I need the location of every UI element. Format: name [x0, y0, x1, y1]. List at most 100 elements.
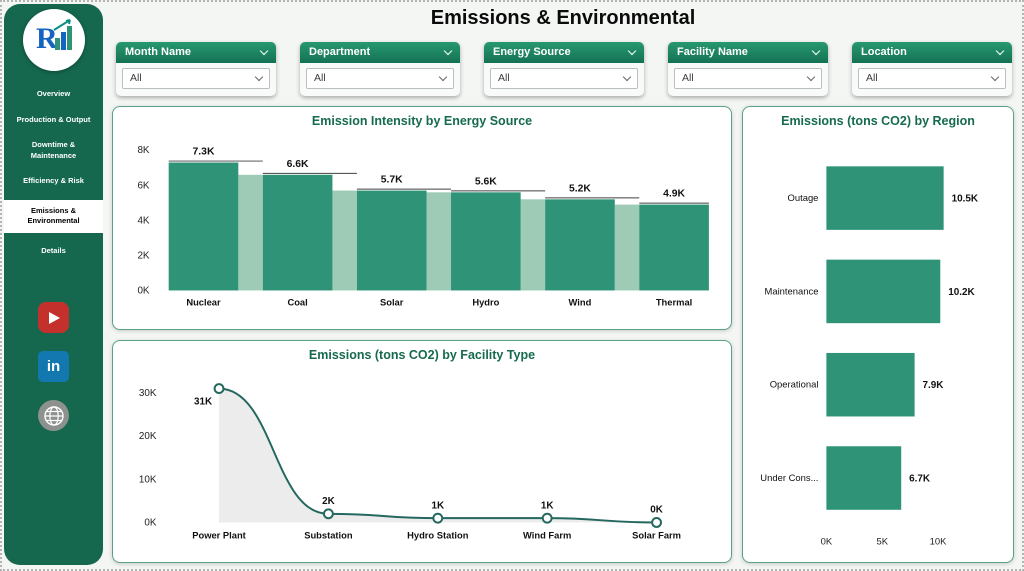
energy-source-chart[interactable]: 0K 2K 4K 6K 8K 7.3K Nuclear 6.6K Coal 5.7K Solar 5.…	[113, 130, 731, 329]
filter-bar: Month Name All Department All	[116, 42, 1012, 96]
slicer-location-dropdown[interactable]: All	[858, 68, 1006, 89]
region-chart[interactable]: Outage 10.5K Maintenance 10.2K Operational 7.…	[743, 130, 1013, 562]
svg-text:1K: 1K	[431, 500, 444, 511]
slicer-department-header[interactable]: Department	[300, 42, 460, 63]
sidebar-item-downtime-maintenance[interactable]: Downtime & Maintenance	[30, 140, 77, 160]
linkedin-icon[interactable]: in	[38, 351, 69, 382]
svg-text:7.3K: 7.3K	[193, 147, 215, 158]
svg-text:5.7K: 5.7K	[381, 175, 403, 186]
chevron-down-icon	[627, 46, 637, 55]
svg-text:8K: 8K	[137, 145, 149, 156]
slicer-energy-source-dropdown[interactable]: All	[490, 68, 638, 89]
svg-text:Outage: Outage	[788, 192, 819, 203]
slicer-label: Location	[861, 46, 907, 58]
svg-text:Operational: Operational	[770, 379, 819, 390]
chevron-down-icon	[995, 46, 1005, 55]
sidebar-nav: Overview Production & Output Downtime & …	[4, 87, 103, 258]
charts-area: Emission Intensity by Energy Source 0K 2K…	[112, 106, 1014, 563]
slicer-label: Department	[309, 46, 371, 58]
slicer-location: Location All	[852, 42, 1012, 96]
slicer-value: All	[130, 72, 142, 84]
website-globe-icon[interactable]	[38, 400, 69, 431]
chevron-down-icon	[806, 72, 816, 81]
chevron-down-icon	[622, 72, 632, 81]
slicer-facility-name-header[interactable]: Facility Name	[668, 42, 828, 63]
svg-text:Hydro: Hydro	[472, 297, 499, 307]
svg-text:2K: 2K	[137, 250, 149, 261]
region-chart-card: Emissions (tons CO2) by Region Outage 10.…	[742, 106, 1014, 563]
svg-text:10.2K: 10.2K	[948, 287, 975, 298]
svg-text:Nuclear: Nuclear	[186, 297, 221, 307]
svg-text:4.9K: 4.9K	[663, 189, 685, 200]
svg-text:30K: 30K	[139, 387, 157, 398]
svg-text:10.5K: 10.5K	[952, 194, 979, 205]
sidebar-item-details[interactable]: Details	[41, 245, 66, 255]
svg-text:Wind: Wind	[569, 297, 592, 307]
svg-text:6.7K: 6.7K	[909, 473, 931, 484]
slicer-body: All	[300, 63, 460, 96]
svg-text:0K: 0K	[650, 504, 663, 515]
globe-icon	[43, 405, 64, 426]
svg-text:Thermal: Thermal	[656, 297, 692, 307]
svg-text:1K: 1K	[541, 500, 554, 511]
chart-title: Emissions (tons CO2) by Region	[781, 114, 975, 128]
slicer-month-name-dropdown[interactable]: All	[122, 68, 270, 89]
svg-text:5.2K: 5.2K	[569, 183, 591, 194]
chevron-down-icon	[811, 46, 821, 55]
chevron-down-icon	[990, 72, 1000, 81]
sidebar-item-emissions-environmental[interactable]: Emissions & Environmental	[4, 199, 103, 233]
svg-text:R: R	[36, 22, 58, 55]
svg-text:0K: 0K	[821, 536, 833, 547]
svg-text:7.9K: 7.9K	[923, 380, 945, 391]
sidebar-item-efficiency-risk[interactable]: Efficiency & Risk	[23, 176, 84, 185]
chart-title: Emission Intensity by Energy Source	[311, 114, 533, 128]
svg-text:Wind Farm: Wind Farm	[523, 530, 571, 540]
svg-text:Solar Farm: Solar Farm	[632, 530, 681, 540]
charts-left-column: Emission Intensity by Energy Source 0K 2K…	[112, 106, 732, 563]
slicer-label: Facility Name	[677, 46, 748, 58]
svg-text:10K: 10K	[930, 536, 947, 547]
chevron-down-icon	[254, 72, 264, 81]
svg-text:Solar: Solar	[380, 297, 404, 307]
svg-text:Hydro Station: Hydro Station	[407, 530, 469, 540]
sidebar-item-overview[interactable]: Overview	[36, 89, 71, 98]
svg-text:Under Cons...: Under Cons...	[760, 472, 818, 483]
facility-type-chart[interactable]: 0K 10K 20K 30K 31K Power Plant 2K Substation 1K H…	[113, 364, 731, 563]
svg-text:Coal: Coal	[287, 297, 307, 307]
slicer-value: All	[498, 72, 510, 84]
svg-text:4K: 4K	[137, 215, 149, 226]
chevron-down-icon	[438, 72, 448, 81]
page-title: Emissions & Environmental	[430, 7, 696, 29]
slicer-label: Energy Source	[493, 46, 571, 58]
slicer-label: Month Name	[125, 46, 191, 58]
linkedin-glyph: in	[46, 358, 61, 375]
svg-text:20K: 20K	[139, 431, 157, 442]
slicer-month-name-header[interactable]: Month Name	[116, 42, 276, 63]
social-links: in	[38, 302, 69, 431]
svg-text:Substation: Substation	[304, 530, 353, 540]
svg-text:5.6K: 5.6K	[475, 176, 497, 187]
sidebar-item-production-output[interactable]: Production & Output	[16, 114, 91, 124]
slicer-facility-name-dropdown[interactable]: All	[674, 68, 822, 89]
logo-icon: R	[36, 19, 72, 55]
play-icon	[49, 311, 60, 324]
svg-text:6K: 6K	[137, 180, 149, 191]
slicer-value: All	[314, 72, 326, 84]
svg-text:Maintenance: Maintenance	[764, 285, 818, 296]
svg-text:Power Plant: Power Plant	[192, 530, 246, 540]
slicer-location-header[interactable]: Location	[852, 42, 1012, 63]
slicer-value: All	[682, 72, 694, 84]
chevron-down-icon	[443, 46, 453, 55]
slicer-body: All	[852, 63, 1012, 96]
slicer-body: All	[116, 63, 276, 96]
svg-text:2K: 2K	[322, 495, 335, 506]
energy-source-chart-card: Emission Intensity by Energy Source 0K 2K…	[112, 106, 732, 330]
logo: R	[22, 9, 85, 71]
slicer-department-dropdown[interactable]: All	[306, 68, 454, 89]
youtube-icon[interactable]	[38, 302, 69, 333]
slicer-energy-source-header[interactable]: Energy Source	[484, 42, 644, 63]
slicer-body: All	[668, 63, 828, 96]
svg-text:0K: 0K	[137, 285, 149, 296]
slicer-department: Department All	[300, 42, 460, 96]
